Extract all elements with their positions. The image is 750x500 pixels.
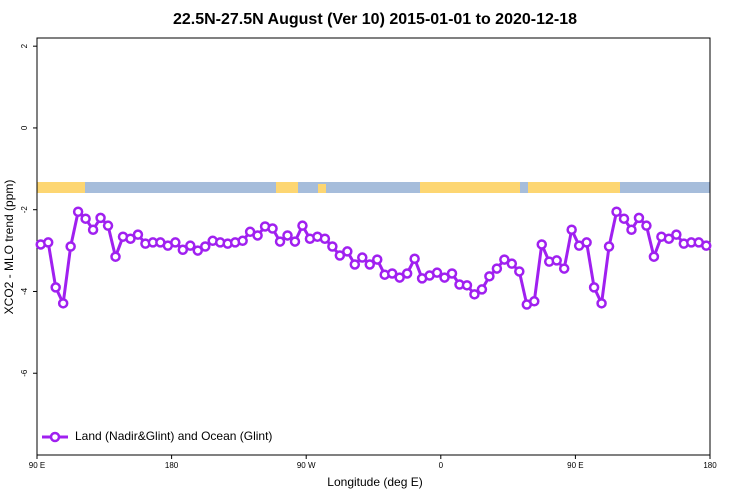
data-point [648, 251, 660, 262]
data-point [319, 233, 331, 244]
data-point [506, 258, 518, 269]
data-point [132, 229, 144, 240]
data-point [581, 237, 592, 248]
data-point [386, 268, 398, 279]
data-point [558, 263, 570, 274]
data-point [72, 206, 84, 217]
x-tick-label: 180 [703, 461, 717, 470]
data-point [237, 235, 248, 247]
data-point [588, 282, 600, 293]
data-point [267, 223, 278, 234]
data-point [671, 229, 682, 240]
data-point [626, 224, 637, 235]
data-point [65, 241, 76, 252]
data-point [633, 212, 645, 224]
data-point [469, 289, 480, 300]
legend-label: Land (Nadir&Glint) and Ocean (Glint) [75, 429, 272, 443]
data-point [431, 267, 443, 278]
data-point [342, 246, 353, 257]
data-point [551, 255, 562, 266]
data-point [274, 236, 286, 247]
data-point [394, 272, 405, 283]
data-point [80, 213, 91, 224]
data-point [185, 240, 196, 251]
x-tick-label: 90 E [567, 461, 583, 470]
data-point [192, 245, 204, 256]
data-point [596, 298, 607, 309]
y-tick-label: -4 [20, 287, 29, 295]
data-point [252, 230, 263, 241]
data-point [334, 250, 346, 261]
data-point [371, 254, 383, 265]
data-point [618, 213, 630, 224]
y-tick-label: -6 [20, 369, 29, 377]
data-point [536, 239, 547, 250]
x-tick-label: 90 W [297, 461, 316, 470]
data-point [50, 282, 61, 293]
data-point [476, 284, 488, 295]
data-point [95, 212, 106, 224]
y-tick-label: -2 [20, 206, 29, 214]
x-tick-label: 0 [439, 461, 444, 470]
data-point [439, 272, 450, 283]
data-point [364, 259, 376, 270]
data-point [611, 206, 622, 217]
data-point [282, 230, 293, 241]
y-axis-label: XCO2 - MLO trend (ppm) [2, 180, 16, 315]
legend: Land (Nadir&Glint) and Ocean (Glint) [42, 429, 272, 443]
map-strip [37, 182, 710, 193]
data-point [110, 251, 121, 262]
data-point [701, 240, 712, 251]
x-tick-label: 90 E [29, 461, 45, 470]
data-point [641, 220, 652, 231]
data-point [327, 241, 338, 252]
data-point [87, 224, 99, 235]
data-point [491, 263, 503, 274]
data-point [349, 259, 361, 270]
data-point [289, 236, 301, 247]
data-point [663, 233, 675, 244]
data-point [461, 280, 473, 291]
chart-title: 22.5N-27.5N August (Ver 10) 2015-01-01 t… [173, 11, 577, 28]
data-point [177, 244, 189, 256]
data-point [297, 220, 308, 231]
data-point [409, 253, 420, 265]
y-tick-label: 2 [20, 43, 29, 48]
plot: 2 0 -2 -4 -6 90 E 180 90 W 0 90 E 180 [20, 43, 717, 470]
data-point [57, 298, 69, 309]
x-axis-label: Longitude (deg E) [327, 475, 422, 489]
data-point [170, 237, 181, 248]
data-point [357, 252, 368, 263]
data-point [566, 224, 577, 235]
data-point [200, 241, 211, 252]
data-point [499, 254, 510, 265]
data-point [446, 268, 458, 279]
data-point [603, 241, 615, 252]
data-point [529, 296, 540, 307]
data-point [102, 220, 114, 231]
data-point [125, 233, 136, 244]
y-tick-label: 0 [20, 125, 29, 130]
data-point [484, 271, 495, 282]
data-point [401, 268, 413, 279]
legend-marker [49, 431, 61, 443]
data-point [514, 266, 525, 277]
data-point [42, 237, 54, 248]
x-tick-label: 180 [165, 461, 179, 470]
